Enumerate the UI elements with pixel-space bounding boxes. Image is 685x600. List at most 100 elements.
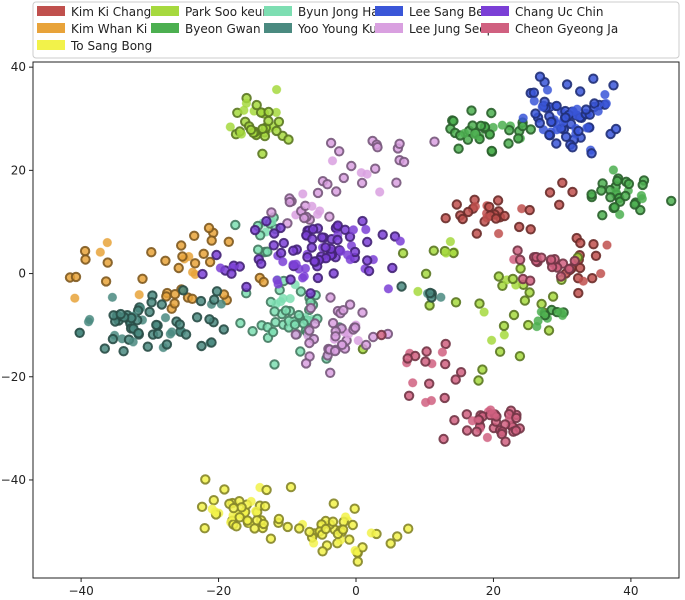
legend-label: Kim Ki Chang	[71, 5, 151, 19]
data-point	[107, 292, 118, 302]
data-point	[413, 286, 423, 297]
data-point	[211, 286, 223, 297]
data-point	[325, 292, 336, 303]
data-point	[261, 216, 272, 227]
data-point	[466, 105, 477, 116]
legend-label: Yoo Young Kuk	[297, 22, 384, 36]
data-point	[338, 305, 349, 316]
data-point	[555, 271, 567, 282]
data-point	[278, 237, 289, 249]
data-point	[597, 210, 608, 221]
data-point	[328, 498, 339, 509]
data-point	[397, 248, 409, 259]
data-point	[349, 503, 360, 514]
data-point	[239, 105, 249, 116]
data-point	[362, 236, 373, 248]
data-point	[436, 292, 446, 302]
data-point	[536, 298, 547, 310]
data-point	[392, 531, 403, 542]
y-tick-label: 0	[18, 267, 26, 281]
data-point	[560, 112, 571, 123]
data-point	[366, 528, 376, 538]
data-point	[325, 367, 336, 378]
data-point	[610, 123, 622, 135]
data-point	[285, 481, 297, 493]
data-point	[439, 392, 450, 404]
data-point	[403, 390, 415, 401]
data-point	[596, 185, 607, 196]
data-point	[448, 115, 459, 127]
data-point	[449, 415, 460, 426]
data-point	[352, 556, 363, 567]
data-point	[284, 196, 295, 208]
data-point	[402, 353, 413, 364]
data-point	[266, 207, 277, 218]
data-point	[348, 225, 359, 235]
data-point	[118, 346, 129, 357]
data-point	[146, 297, 157, 308]
data-point	[513, 133, 524, 144]
data-point	[265, 533, 277, 544]
data-point	[586, 148, 597, 159]
data-point	[307, 201, 317, 212]
data-point	[368, 331, 379, 343]
data-point	[600, 89, 610, 100]
data-point	[637, 179, 648, 191]
data-point	[275, 247, 287, 259]
data-point	[208, 495, 220, 506]
data-point	[206, 235, 217, 246]
data-point	[142, 341, 154, 352]
data-point	[327, 156, 338, 166]
data-point	[267, 326, 279, 338]
data-point	[450, 374, 461, 385]
data-point	[257, 123, 268, 135]
data-point	[537, 102, 547, 112]
data-point	[304, 325, 315, 336]
data-point	[115, 308, 126, 320]
y-tick-label: −40	[1, 473, 26, 487]
data-point	[282, 521, 293, 533]
data-point	[161, 291, 172, 302]
data-point	[461, 409, 472, 420]
data-point	[219, 484, 230, 495]
data-point	[470, 201, 481, 212]
data-point	[304, 337, 315, 349]
data-point	[165, 329, 176, 339]
data-point	[262, 246, 273, 257]
data-point	[605, 192, 616, 203]
data-point	[636, 190, 647, 201]
data-point	[486, 335, 497, 345]
data-point	[100, 276, 112, 287]
data-point	[273, 513, 285, 525]
data-point	[408, 378, 418, 388]
data-point	[312, 272, 324, 284]
data-point	[518, 113, 528, 123]
data-point	[589, 98, 600, 109]
data-point	[482, 213, 492, 223]
data-point	[557, 177, 568, 189]
data-point	[290, 329, 301, 340]
data-point	[204, 256, 216, 268]
data-point	[560, 131, 572, 143]
series-to-sang-bong	[196, 474, 414, 567]
data-point	[357, 215, 368, 227]
data-point	[508, 309, 520, 321]
data-point	[578, 276, 588, 286]
data-point	[440, 358, 451, 370]
data-point	[510, 425, 522, 436]
data-point	[247, 326, 258, 337]
data-point	[317, 546, 328, 557]
x-tick-label: 40	[623, 584, 638, 598]
data-point	[519, 295, 531, 306]
legend-label: Chang Uc Chin	[515, 5, 604, 19]
data-point	[525, 224, 536, 235]
data-point	[320, 523, 331, 535]
data-point	[514, 221, 525, 233]
data-point	[246, 496, 256, 507]
data-point	[299, 212, 310, 224]
data-point	[263, 106, 274, 118]
series-byeon-gwan-sik	[445, 105, 677, 332]
data-point	[543, 325, 555, 336]
data-point	[80, 254, 91, 265]
data-point	[305, 302, 316, 314]
